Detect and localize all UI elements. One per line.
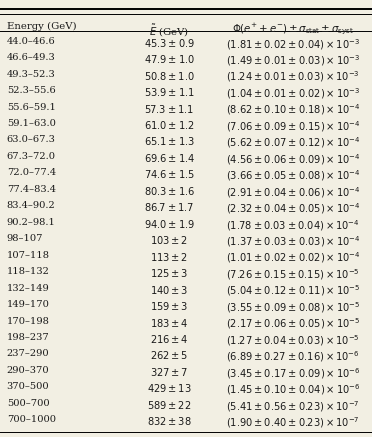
Text: $262\pm5$: $262\pm5$	[150, 350, 189, 361]
Text: $(1.24\pm0.01\pm0.03)\times10^{-3}$: $(1.24\pm0.01\pm0.03)\times10^{-3}$	[226, 69, 360, 84]
Text: $(1.49\pm0.01\pm0.03)\times10^{-3}$: $(1.49\pm0.01\pm0.03)\times10^{-3}$	[226, 53, 360, 68]
Text: 83.4–90.2: 83.4–90.2	[7, 201, 55, 210]
Text: $(1.81\pm0.02\pm0.04)\times10^{-3}$: $(1.81\pm0.02\pm0.04)\times10^{-3}$	[226, 37, 360, 52]
Text: $429\pm13$: $429\pm13$	[147, 382, 192, 394]
Text: $74.6\pm1.5$: $74.6\pm1.5$	[144, 168, 195, 180]
Text: $(5.41\pm0.56\pm0.23)\times10^{-7}$: $(5.41\pm0.56\pm0.23)\times10^{-7}$	[226, 399, 360, 414]
Text: 107–118: 107–118	[7, 251, 50, 260]
Text: 700–1000: 700–1000	[7, 415, 56, 424]
Text: $(7.06\pm0.09\pm0.15)\times10^{-4}$: $(7.06\pm0.09\pm0.15)\times10^{-4}$	[226, 119, 360, 134]
Text: $(3.45\pm0.17\pm0.09)\times10^{-6}$: $(3.45\pm0.17\pm0.09)\times10^{-6}$	[226, 366, 360, 381]
Text: $(1.37\pm0.03\pm0.03)\times10^{-4}$: $(1.37\pm0.03\pm0.03)\times10^{-4}$	[226, 234, 360, 249]
Text: $183\pm4$: $183\pm4$	[150, 316, 189, 329]
Text: 170–198: 170–198	[7, 316, 49, 326]
Text: 67.3–72.0: 67.3–72.0	[7, 152, 56, 161]
Text: $(3.55\pm0.09\pm0.08)\times10^{-5}$: $(3.55\pm0.09\pm0.08)\times10^{-5}$	[226, 300, 360, 315]
Text: $(2.91\pm0.04\pm0.06)\times10^{-4}$: $(2.91\pm0.04\pm0.06)\times10^{-4}$	[226, 185, 360, 200]
Text: 132–149: 132–149	[7, 284, 49, 293]
Text: 59.1–63.0: 59.1–63.0	[7, 119, 55, 128]
Text: $589\pm22$: $589\pm22$	[147, 399, 192, 411]
Text: $(1.78\pm0.03\pm0.04)\times10^{-4}$: $(1.78\pm0.03\pm0.04)\times10^{-4}$	[226, 218, 360, 232]
Text: $(1.01\pm0.02\pm0.02)\times10^{-4}$: $(1.01\pm0.02\pm0.02)\times10^{-4}$	[226, 251, 360, 266]
Text: 198–237: 198–237	[7, 333, 49, 342]
Text: $69.6\pm1.4$: $69.6\pm1.4$	[144, 152, 195, 164]
Text: 149–170: 149–170	[7, 300, 49, 309]
Text: $(4.56\pm0.06\pm0.09)\times10^{-4}$: $(4.56\pm0.06\pm0.09)\times10^{-4}$	[226, 152, 360, 167]
Text: $832\pm38$: $832\pm38$	[147, 415, 192, 427]
Text: 46.6–49.3: 46.6–49.3	[7, 53, 55, 62]
Text: $(3.66\pm0.05\pm0.08)\times10^{-4}$: $(3.66\pm0.05\pm0.08)\times10^{-4}$	[226, 168, 360, 183]
Text: 370–500: 370–500	[7, 382, 49, 392]
Text: 237–290: 237–290	[7, 350, 49, 358]
Text: Energy (GeV): Energy (GeV)	[7, 22, 76, 31]
Text: $53.9\pm1.1$: $53.9\pm1.1$	[144, 86, 195, 98]
Text: $159\pm3$: $159\pm3$	[150, 300, 188, 312]
Text: 49.3–52.3: 49.3–52.3	[7, 69, 55, 79]
Text: 98–107: 98–107	[7, 234, 43, 243]
Text: $57.3\pm1.1$: $57.3\pm1.1$	[144, 103, 194, 114]
Text: 77.4–83.4: 77.4–83.4	[7, 185, 56, 194]
Text: $216\pm4$: $216\pm4$	[150, 333, 189, 345]
Text: 63.0–67.3: 63.0–67.3	[7, 135, 55, 145]
Text: $(8.62\pm0.10\pm0.18)\times10^{-4}$: $(8.62\pm0.10\pm0.18)\times10^{-4}$	[226, 103, 360, 118]
Text: $(1.45\pm0.10\pm0.04)\times10^{-6}$: $(1.45\pm0.10\pm0.04)\times10^{-6}$	[226, 382, 360, 397]
Text: 55.6–59.1: 55.6–59.1	[7, 103, 55, 111]
Text: $113\pm2$: $113\pm2$	[150, 251, 188, 263]
Text: $(1.27\pm0.04\pm0.03)\times10^{-5}$: $(1.27\pm0.04\pm0.03)\times10^{-5}$	[226, 333, 360, 348]
Text: $(7.26\pm0.15\pm0.15)\times10^{-5}$: $(7.26\pm0.15\pm0.15)\times10^{-5}$	[226, 267, 360, 282]
Text: $(2.17\pm0.06\pm0.05)\times10^{-5}$: $(2.17\pm0.06\pm0.05)\times10^{-5}$	[226, 316, 360, 331]
Text: 44.0–46.6: 44.0–46.6	[7, 37, 55, 46]
Text: $125\pm3$: $125\pm3$	[150, 267, 189, 279]
Text: $(2.32\pm0.04\pm0.05)\times10^{-4}$: $(2.32\pm0.04\pm0.05)\times10^{-4}$	[226, 201, 360, 216]
Text: $(6.89\pm0.27\pm0.16)\times10^{-6}$: $(6.89\pm0.27\pm0.16)\times10^{-6}$	[226, 350, 360, 364]
Text: $327\pm7$: $327\pm7$	[150, 366, 189, 378]
Text: $47.9\pm1.0$: $47.9\pm1.0$	[144, 53, 195, 65]
Text: 118–132: 118–132	[7, 267, 49, 276]
Text: $(5.62\pm0.07\pm0.12)\times10^{-4}$: $(5.62\pm0.07\pm0.12)\times10^{-4}$	[226, 135, 360, 150]
Text: 90.2–98.1: 90.2–98.1	[7, 218, 55, 227]
Text: $61.0\pm1.2$: $61.0\pm1.2$	[144, 119, 195, 131]
Text: $140\pm3$: $140\pm3$	[150, 284, 189, 295]
Text: $\Phi(e^{+}+e^{-})\pm\sigma_{\rm stat}\pm\sigma_{\rm syst}$: $\Phi(e^{+}+e^{-})\pm\sigma_{\rm stat}\p…	[232, 22, 354, 37]
Text: 52.3–55.6: 52.3–55.6	[7, 86, 55, 95]
Text: $(1.90\pm0.40\pm0.23)\times10^{-7}$: $(1.90\pm0.40\pm0.23)\times10^{-7}$	[226, 415, 360, 430]
Text: $(1.04\pm0.01\pm0.02)\times10^{-3}$: $(1.04\pm0.01\pm0.02)\times10^{-3}$	[226, 86, 360, 101]
Text: $103\pm2$: $103\pm2$	[150, 234, 188, 246]
Text: $86.7\pm1.7$: $86.7\pm1.7$	[144, 201, 194, 213]
Text: 500–700: 500–700	[7, 399, 49, 408]
Text: $94.0\pm1.9$: $94.0\pm1.9$	[144, 218, 195, 230]
Text: $65.1\pm1.3$: $65.1\pm1.3$	[144, 135, 195, 147]
Text: $\tilde{E}$ (GeV): $\tilde{E}$ (GeV)	[149, 22, 189, 38]
Text: $45.3\pm0.9$: $45.3\pm0.9$	[144, 37, 195, 49]
Text: $50.8\pm1.0$: $50.8\pm1.0$	[144, 69, 195, 82]
Text: 72.0–77.4: 72.0–77.4	[7, 168, 56, 177]
Text: 290–370: 290–370	[7, 366, 49, 375]
Text: $(5.04\pm0.12\pm0.11)\times10^{-5}$: $(5.04\pm0.12\pm0.11)\times10^{-5}$	[226, 284, 360, 298]
Text: $80.3\pm1.6$: $80.3\pm1.6$	[144, 185, 195, 197]
